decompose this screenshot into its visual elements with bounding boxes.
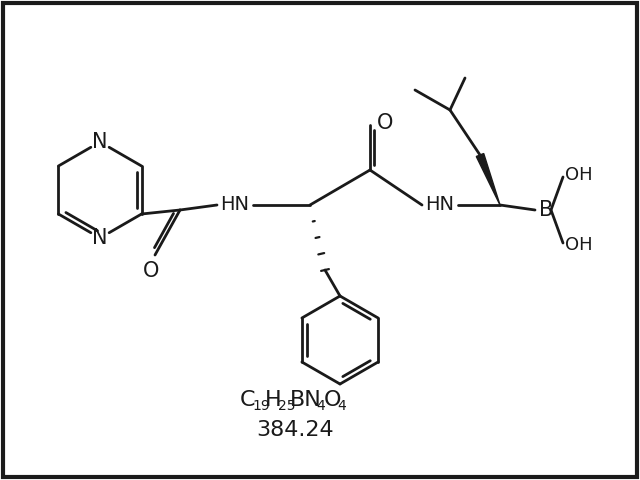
Text: HN: HN <box>221 195 250 215</box>
Text: 19: 19 <box>252 399 269 413</box>
Text: O: O <box>377 113 393 133</box>
Text: B: B <box>539 200 553 220</box>
Polygon shape <box>476 154 500 205</box>
Text: O: O <box>143 261 159 281</box>
Text: OH: OH <box>565 236 593 254</box>
Text: O: O <box>324 390 342 410</box>
Text: 384.24: 384.24 <box>256 420 334 440</box>
Text: 4: 4 <box>337 399 346 413</box>
Text: HN: HN <box>426 195 454 215</box>
Text: BN: BN <box>290 390 322 410</box>
Text: 25: 25 <box>278 399 296 413</box>
Text: OH: OH <box>565 166 593 184</box>
Text: 4: 4 <box>316 399 324 413</box>
Text: N: N <box>92 132 108 152</box>
Text: C: C <box>240 390 255 410</box>
Text: N: N <box>92 228 108 248</box>
Text: H: H <box>265 390 282 410</box>
